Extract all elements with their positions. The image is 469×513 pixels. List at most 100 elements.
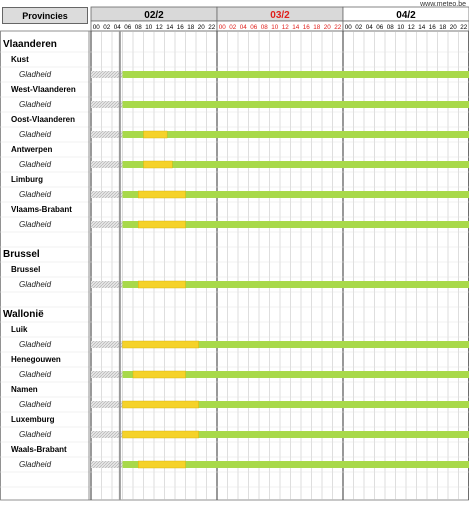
yellow-warning-bar <box>138 220 186 229</box>
slipperiness-label: Gladheid <box>19 340 52 349</box>
hour-tick-label: 14 <box>418 24 426 31</box>
hour-tick-label: 02 <box>355 24 363 31</box>
hour-tick-label: 04 <box>240 24 248 31</box>
hour-tick-label: 02 <box>229 24 237 31</box>
hour-tick-label: 20 <box>198 24 206 31</box>
past-hatch <box>91 101 123 108</box>
hour-tick-label: 12 <box>156 24 164 31</box>
green-bar <box>122 341 469 348</box>
province-label: Brussel <box>11 265 41 274</box>
province-label: Kust <box>11 55 29 64</box>
hour-tick-label: 14 <box>166 24 174 31</box>
hour-tick-label: 22 <box>460 24 468 31</box>
green-bar <box>122 431 469 438</box>
hour-tick-label: 10 <box>271 24 279 31</box>
province-label: Namen <box>11 385 38 394</box>
region-label: Vlaanderen <box>3 39 57 50</box>
hour-tick-label: 00 <box>93 24 101 31</box>
green-bar <box>122 281 469 288</box>
yellow-warning-bar <box>143 160 173 169</box>
hour-tick-label: 00 <box>345 24 353 31</box>
slipperiness-label: Gladheid <box>19 190 52 199</box>
slipperiness-label: Gladheid <box>19 370 52 379</box>
hour-tick-label: 02 <box>103 24 111 31</box>
province-label: West-Vlaanderen <box>11 85 76 94</box>
hour-tick-label: 16 <box>429 24 437 31</box>
hour-tick-label: 04 <box>114 24 122 31</box>
slipperiness-label: Gladheid <box>19 130 52 139</box>
hour-tick-label: 16 <box>303 24 311 31</box>
provinces-header: Provincies <box>2 7 88 24</box>
green-bar <box>122 101 469 108</box>
hour-tick-label: 20 <box>324 24 332 31</box>
province-labels: Provincies Vlaanderen Kust Gladheid West-Vl… <box>0 0 92 513</box>
day-label-2: 03/2 <box>270 10 290 21</box>
hour-tick-label: 08 <box>135 24 143 31</box>
province-label: Antwerpen <box>11 145 53 154</box>
hour-tick-label: 18 <box>313 24 321 31</box>
hour-tick-label: 10 <box>397 24 405 31</box>
yellow-warning-bar <box>138 190 186 199</box>
hour-tick-label: 18 <box>439 24 447 31</box>
hour-tick-label: 06 <box>124 24 132 31</box>
hour-tick-label: 18 <box>187 24 195 31</box>
green-bar <box>122 161 469 168</box>
yellow-warning-bar <box>143 130 168 139</box>
green-bar <box>122 401 469 408</box>
province-label: Oost-Vlaanderen <box>11 115 76 124</box>
green-bar <box>122 191 469 198</box>
hour-tick-label: 12 <box>282 24 290 31</box>
yellow-warning-bar <box>122 400 199 409</box>
past-hatch <box>91 401 123 408</box>
past-hatch <box>91 71 123 78</box>
green-bar <box>122 131 469 138</box>
green-bar <box>122 461 469 468</box>
past-hatch <box>91 221 123 228</box>
hour-tick-label: 12 <box>408 24 416 31</box>
slipperiness-label: Gladheid <box>19 70 52 79</box>
yellow-warning-bar <box>122 340 199 349</box>
province-label: Vlaams-Brabant <box>11 205 72 214</box>
hour-tick-label: 08 <box>387 24 395 31</box>
hour-tick-label: 06 <box>250 24 258 31</box>
past-hatch <box>91 161 123 168</box>
province-label: Luxemburg <box>11 415 55 424</box>
slipperiness-label: Gladheid <box>19 430 52 439</box>
yellow-warning-bar <box>122 430 199 439</box>
slipperiness-label: Gladheid <box>19 400 52 409</box>
past-hatch <box>91 281 123 288</box>
slipperiness-label: Gladheid <box>19 460 52 469</box>
hour-tick-label: 22 <box>208 24 216 31</box>
province-label: Henegouwen <box>11 355 61 364</box>
past-hatch <box>91 431 123 438</box>
yellow-warning-bar <box>138 280 186 289</box>
yellow-warning-bar <box>132 370 186 379</box>
hour-tick-label: 04 <box>366 24 374 31</box>
day-label-3: 04/2 <box>396 10 416 21</box>
day-label-1: 02/2 <box>144 10 164 21</box>
slipperiness-label: Gladheid <box>19 280 52 289</box>
yellow-warning-bar <box>138 460 186 469</box>
green-bar <box>122 221 469 228</box>
green-bar <box>122 371 469 378</box>
region-label: Brussel <box>3 249 40 260</box>
slipperiness-label: Gladheid <box>19 100 52 109</box>
slipperiness-label: Gladheid <box>19 220 52 229</box>
hour-tick-label: 06 <box>376 24 384 31</box>
hour-tick-label: 08 <box>261 24 269 31</box>
past-hatch <box>91 341 123 348</box>
past-hatch <box>91 461 123 468</box>
credit-text: www.meteo.be <box>420 1 466 8</box>
slipperiness-label: Gladheid <box>19 160 52 169</box>
province-label: Waals-Brabant <box>11 445 67 454</box>
hour-tick-label: 22 <box>334 24 342 31</box>
region-label: Wallonië <box>3 309 44 320</box>
province-label: Limburg <box>11 175 43 184</box>
past-hatch <box>91 371 123 378</box>
province-label: Luik <box>11 325 28 334</box>
hour-tick-label: 10 <box>145 24 153 31</box>
green-bar <box>122 71 469 78</box>
hour-tick-label: 16 <box>177 24 185 31</box>
hour-tick-label: 00 <box>219 24 227 31</box>
